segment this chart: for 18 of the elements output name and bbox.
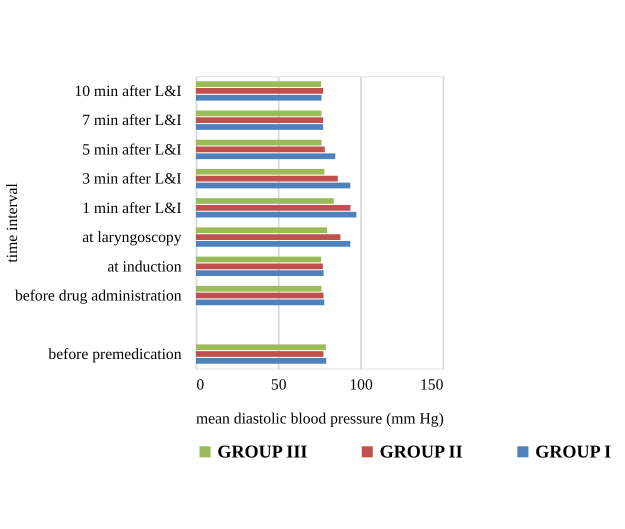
legend-label: GROUP II bbox=[380, 442, 463, 462]
y-tick-label: before premedication bbox=[48, 346, 182, 363]
y-tick-label: before drug administration bbox=[14, 287, 182, 304]
y-tick-label: 1 min after L&I bbox=[82, 200, 182, 217]
x-axis-title: mean diastolic blood pressure (mm Hg) bbox=[196, 410, 444, 428]
y-tick-label: 7 min after L&I bbox=[82, 112, 182, 130]
y-tick-label: 5 min after L&I bbox=[82, 141, 182, 158]
x-tick-label: 0 bbox=[196, 376, 204, 394]
y-tick-label: 3 min after L&I bbox=[82, 170, 182, 188]
x-tick-label: 150 bbox=[420, 376, 444, 394]
y-tick-label: at induction bbox=[107, 258, 182, 276]
legend-label: GROUP III bbox=[217, 442, 308, 462]
legend-label: GROUP I bbox=[535, 442, 612, 462]
y-tick-label: 10 min after L&I bbox=[74, 82, 182, 100]
x-tick-label: 50 bbox=[270, 376, 287, 394]
x-tick-label: 100 bbox=[349, 376, 373, 394]
y-axis-title: time interval bbox=[4, 182, 21, 263]
y-tick-label: at laryngoscopy bbox=[82, 229, 182, 246]
